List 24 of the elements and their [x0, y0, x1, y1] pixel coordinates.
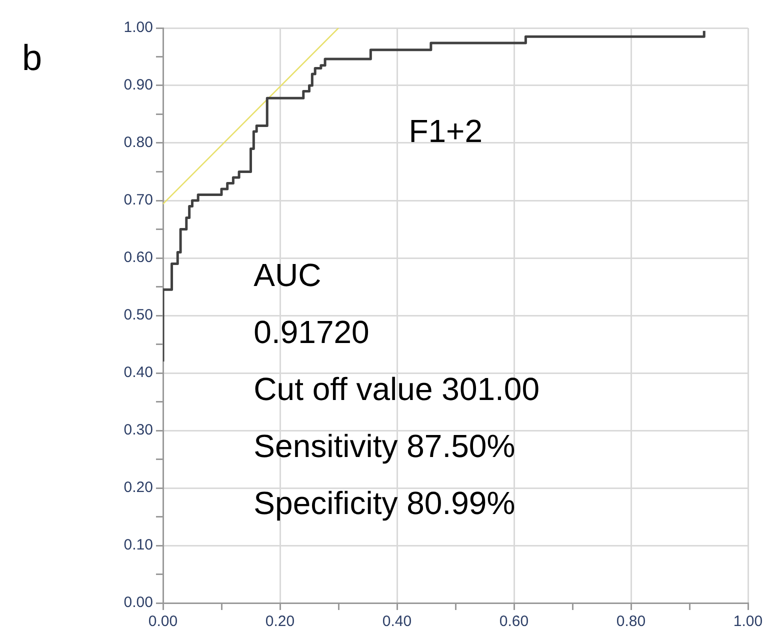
annotation: F1+2	[408, 112, 483, 149]
y-tick-label: 1.00	[124, 19, 153, 36]
x-tick-label: 0.00	[148, 613, 178, 630]
x-tick-label: 0.60	[499, 613, 529, 630]
x-tick-label: 0.80	[616, 613, 646, 630]
annotation: Cut off value 301.00	[254, 370, 540, 407]
y-tick-label: 0.90	[124, 76, 153, 94]
annotation: 0.91720	[254, 314, 370, 350]
y-tick-label: 0.60	[124, 249, 153, 266]
y-tick-label: 0.50	[124, 306, 153, 324]
x-tick-label: 0.20	[265, 613, 295, 630]
y-tick-label: 0.20	[124, 479, 153, 496]
text: b	[22, 36, 42, 78]
x-tick-label: 1.00	[733, 613, 763, 630]
y-tick-label: 0.80	[124, 134, 153, 152]
x-tick-label: 0.40	[382, 613, 412, 630]
y-tick-label: 0.40	[124, 364, 153, 382]
y-tick-label: 0.00	[124, 594, 153, 612]
y-tick-label: 0.70	[124, 192, 153, 209]
y-tick-label: 0.10	[124, 536, 153, 554]
y-tick-label: 0.30	[124, 422, 153, 439]
annotation: Specificity 80.99%	[254, 484, 516, 521]
annotation: AUC	[254, 256, 322, 293]
annotation: Sensitivity 87.50%	[254, 428, 516, 464]
